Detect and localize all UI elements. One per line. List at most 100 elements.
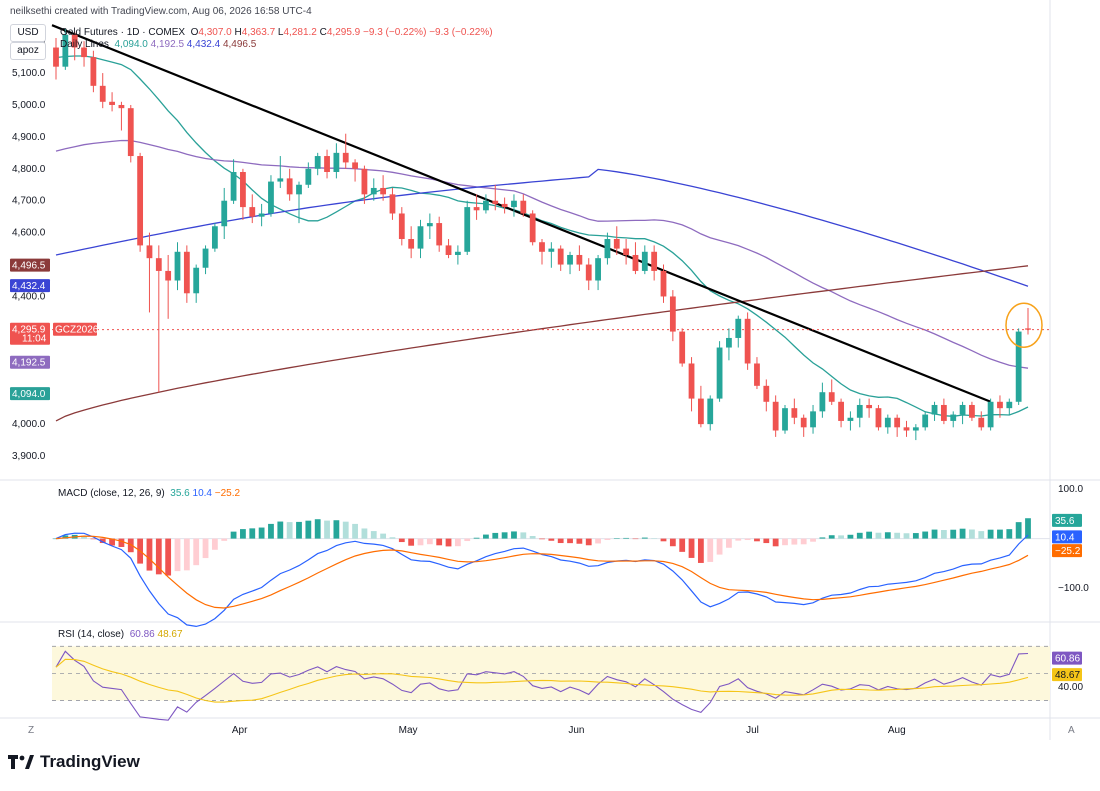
candle: [230, 159, 237, 204]
macd-hist-bar: [389, 537, 396, 539]
price-tag-0: 4,496.5: [12, 261, 46, 272]
time-tick-apr: Apr: [232, 725, 248, 736]
candle-body: [240, 172, 246, 208]
candle-body: [856, 404, 863, 418]
ma100-line: [55, 168, 1029, 287]
candle-body: [380, 187, 387, 195]
macd-hist-bar: [81, 535, 87, 539]
price-tag-2-time: 11:04: [22, 334, 47, 345]
macd-hist-value: 35.6: [170, 488, 190, 499]
scale-button[interactable]: apoz: [10, 42, 46, 60]
macd-hist-bar: [632, 538, 639, 540]
macd-hist-bar: [987, 529, 994, 539]
macd-hist-bar: [969, 529, 975, 539]
macd-hist-bar: [894, 532, 901, 539]
candle-body: [193, 267, 200, 294]
candle: [866, 398, 873, 418]
rsi-tag-1: 48.67: [1055, 670, 1080, 681]
price-tag-4-bg: [10, 387, 50, 401]
macd-hist-bar: [324, 520, 330, 539]
macd-hist-bar: [688, 538, 695, 558]
symbol-legend: Gold Futures · 1D · COMEX O4,307.0 H4,36…: [60, 27, 493, 38]
candle: [436, 216, 443, 252]
macd-hist-bar: [847, 534, 854, 539]
candle-body: [314, 156, 321, 169]
candle-body: [361, 168, 368, 195]
candle: [632, 242, 639, 275]
candle-body: [352, 162, 358, 169]
macd-hist-bar: [884, 532, 891, 539]
candle: [380, 175, 387, 201]
price-tick-5: 4,700.0: [12, 196, 46, 207]
candle-body: [875, 408, 882, 428]
macd-hist-bar: [576, 538, 583, 544]
macd-hist-bar: [567, 538, 573, 544]
candle-body: [445, 245, 452, 255]
candle-body: [286, 178, 293, 195]
tradingview-logo[interactable]: TradingView: [8, 752, 140, 772]
macd-hist-bar: [903, 533, 910, 539]
candle-body: [604, 239, 611, 259]
symbol-tag: GCZ2026: [55, 325, 99, 336]
candle-body: [931, 404, 938, 415]
macd-hist-bar: [856, 532, 863, 539]
macd-hist-bar: [838, 535, 844, 539]
candle-body: [539, 242, 545, 252]
macd-hist-bar: [492, 532, 499, 539]
candle-body: [137, 156, 144, 246]
candle-body: [183, 251, 190, 294]
candle: [688, 357, 695, 412]
candle-body: [763, 385, 770, 402]
macd-hist-bar: [408, 538, 415, 546]
candle: [473, 194, 480, 220]
candle-body: [146, 245, 153, 259]
candle-body: [155, 258, 162, 271]
candle: [810, 404, 816, 434]
macd-hist-bar: [772, 538, 779, 547]
macd-hist-bar: [623, 537, 630, 539]
candle: [211, 223, 218, 252]
price-tag-3: 4,192.5: [12, 358, 46, 369]
candle-body: [548, 248, 555, 252]
candle-body: [791, 408, 798, 418]
currency-label: USD: [17, 27, 39, 38]
candle-body: [81, 47, 87, 58]
macd-hist-bar: [744, 538, 751, 541]
macd-hist-bar: [791, 538, 798, 545]
macd-signal-value: −25.2: [214, 488, 241, 499]
candle-body: [1025, 328, 1031, 330]
macd-hist-bar: [669, 538, 676, 547]
macd-hist-bar: [249, 528, 256, 539]
macd-hist-bar: [754, 538, 760, 542]
candle: [62, 28, 69, 70]
candle-body: [473, 207, 480, 211]
candle: [576, 245, 583, 271]
macd-hist-bar: [501, 532, 508, 539]
candle-body: [800, 417, 807, 428]
candle: [828, 379, 835, 405]
candle-body: [1015, 331, 1022, 402]
macd-hist-bar: [473, 537, 480, 539]
macd-hist-bar: [352, 523, 358, 539]
macd-hist-bar: [230, 531, 237, 539]
candle: [1015, 328, 1022, 405]
candle-body: [585, 264, 592, 281]
candle-body: [978, 417, 985, 428]
candle: [268, 175, 274, 217]
macd-hist-bar: [342, 521, 349, 539]
candle-body: [847, 417, 854, 421]
ma20-value: 4,094.0: [114, 39, 148, 50]
macd-hist-bar: [417, 538, 424, 546]
macd-hist-bar: [595, 538, 601, 544]
candle: [548, 242, 555, 268]
candle-body: [417, 226, 424, 249]
macd-hist-bar: [529, 536, 536, 539]
candle-body: [408, 239, 415, 249]
candle-body: [71, 34, 78, 48]
macd-hist-bar: [539, 538, 545, 540]
candle-body: [202, 248, 209, 268]
currency-button[interactable]: USD: [10, 24, 46, 42]
macd-hist-bar: [155, 538, 162, 575]
